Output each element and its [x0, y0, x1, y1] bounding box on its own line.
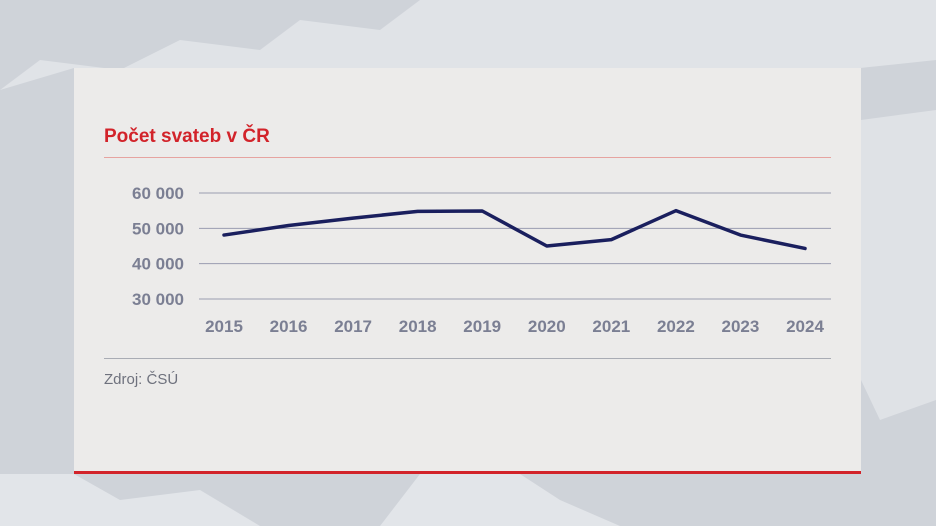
x-tick-label: 2017 [334, 317, 372, 336]
y-tick-label: 50 000 [132, 219, 184, 238]
background-land-shape [861, 110, 936, 420]
y-tick-label: 40 000 [132, 255, 184, 274]
x-tick-label: 2020 [528, 317, 566, 336]
x-tick-label: 2023 [722, 317, 760, 336]
x-tick-label: 2019 [463, 317, 501, 336]
series-line [222, 208, 807, 251]
background-land-shape [0, 474, 260, 526]
source-note: Zdroj: ČSÚ [104, 371, 179, 388]
x-tick-label: 2016 [270, 317, 308, 336]
background-land-shape [380, 474, 620, 526]
y-axis: 30 000 40 000 50 000 60 000 [132, 184, 184, 309]
x-tick-label: 2022 [657, 317, 695, 336]
series-layer [222, 208, 807, 251]
chart-title: Počet svateb v ČR [104, 126, 270, 147]
y-tick-label: 30 000 [132, 290, 184, 309]
grid-layer [199, 192, 831, 300]
x-tick-label: 2024 [786, 317, 824, 336]
x-tick-label: 2018 [399, 317, 437, 336]
background-land-shape [0, 0, 936, 90]
y-tick-label: 60 000 [132, 184, 184, 203]
x-tick-label: 2015 [205, 317, 243, 336]
chart-card: Počet svateb v ČR 30 000 40 000 50 000 60 0… [74, 68, 861, 474]
x-tick-label: 2021 [592, 317, 630, 336]
x-axis: 2015 2016 2017 2018 2019 2020 2021 2022 2023 2024 [205, 317, 824, 336]
footer-divider [104, 358, 831, 359]
title-divider [104, 157, 831, 158]
